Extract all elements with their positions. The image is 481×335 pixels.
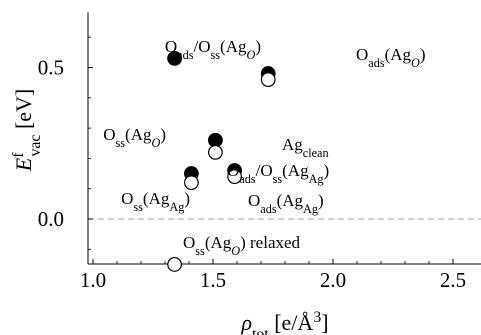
point-label: Oads(AgAg) [248,191,324,216]
axes [87,12,481,265]
annotations: Oads/Oss(AgO) Oads(AgO)Oss(AgO)AgcleanOad… [103,37,425,258]
axis-titles: ρtot [e/Å3] Efvac [eV] [10,89,329,335]
point-label: Agclean [282,135,329,160]
open-point [227,169,243,184]
x-axis-title: ρtot [e/Å3] [240,309,328,335]
y-tick-label: 0.5 [38,56,64,80]
filled-point [167,51,183,66]
x-tick-label: 1.5 [200,268,226,292]
x-tick-label: 1.0 [80,268,106,292]
point-label: Oads/Oss(AgAg) [227,161,329,186]
y-axis-title: Efvac [eV] [10,89,44,173]
open-point [167,257,183,272]
ticks: 1.01.52.02.50.00.51.0 [38,36,466,292]
point-label: Oads(AgO) [356,45,426,70]
point-label: Oads/Oss(AgO) [165,37,261,62]
point-label: Oss(AgAg) [121,189,190,214]
data-points [167,51,276,272]
open-point [260,72,276,88]
x-tick-label: 2.0 [320,268,346,292]
point-label: Oss(AgO) relaxed [183,233,301,258]
open-point [183,175,199,191]
open-point [207,144,223,160]
point-label: Oss(AgO) [103,125,166,150]
y-tick-label: 0.0 [38,207,64,231]
x-tick-label: 2.5 [440,268,466,292]
